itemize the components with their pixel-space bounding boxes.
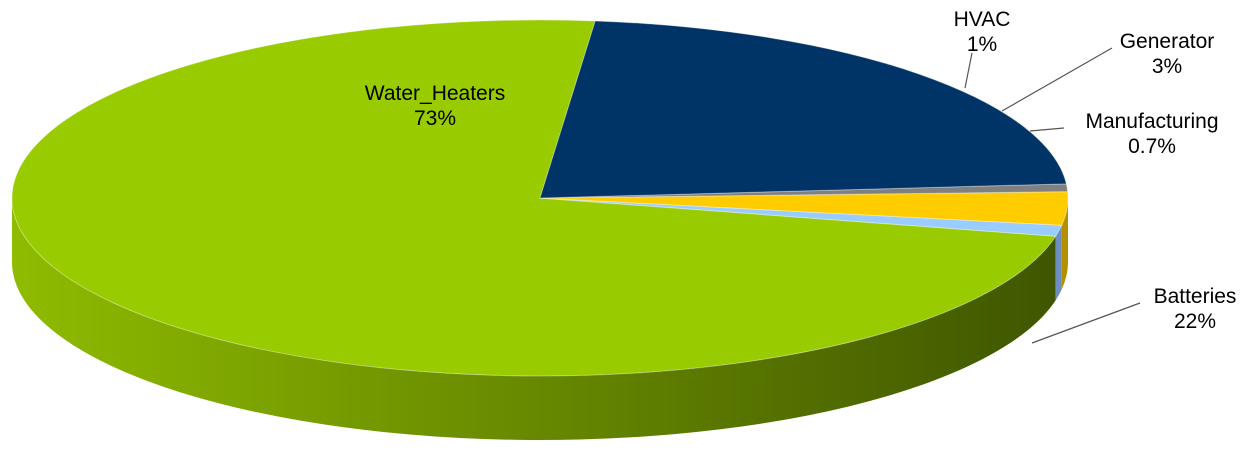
slice-hvac bbox=[539, 197, 1063, 237]
category-label-batteries: Batteries bbox=[1154, 285, 1237, 308]
value-label-generator: 3% bbox=[1152, 55, 1182, 78]
leader-line-batteries bbox=[1031, 302, 1141, 344]
category-label-generator: Generator bbox=[1120, 30, 1215, 53]
slice-side-generator bbox=[1061, 198, 1068, 290]
value-label-batteries: 22% bbox=[1174, 310, 1216, 333]
slice-side-water-heaters bbox=[12, 198, 1056, 440]
leader-line-generator bbox=[1001, 47, 1113, 112]
leader-line-manufacturing bbox=[1029, 127, 1065, 132]
value-label-water-heaters: 73% bbox=[414, 107, 456, 130]
category-label-manufacturing: Manufacturing bbox=[1085, 110, 1218, 133]
pie-tops bbox=[11, 19, 1069, 377]
category-label-water-heaters: Water_Heaters bbox=[365, 82, 505, 105]
value-label-hvac: 1% bbox=[967, 33, 997, 56]
slice-side-hvac bbox=[1055, 225, 1062, 301]
slice-manufacturing bbox=[539, 183, 1069, 199]
slice-generator bbox=[539, 191, 1069, 226]
slice-batteries bbox=[539, 20, 1067, 199]
category-label-hvac: HVAC bbox=[954, 8, 1011, 31]
leader-line-hvac bbox=[964, 52, 973, 89]
value-label-manufacturing: 0.7% bbox=[1128, 135, 1176, 158]
slice-water-heaters bbox=[11, 19, 1057, 377]
leader-lines bbox=[964, 47, 1141, 344]
